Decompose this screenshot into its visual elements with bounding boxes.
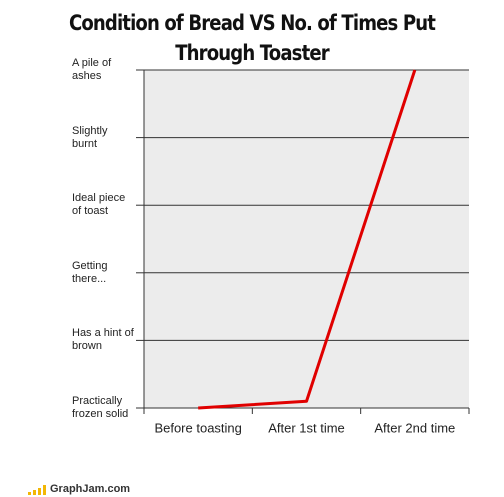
footer: GraphJam.com [50, 483, 131, 495]
x-tick-label: After 1st time [268, 420, 345, 435]
y-tick-label: A pile of ashes [72, 57, 112, 82]
y-tick-label: Has a hint of brown [72, 327, 134, 353]
x-tick-label: Before toasting [154, 420, 241, 435]
y-tick-label: Ideal piece of toast [72, 192, 126, 218]
logo [28, 485, 46, 495]
y-tick-label: Slightly burnt [72, 124, 108, 150]
plot-area [144, 70, 469, 408]
y-tick-label: Getting there... [72, 259, 108, 285]
y-tick-label: Practically frozen solid [72, 395, 129, 420]
line [198, 69, 417, 410]
chart-title: Condition of Bread VS No. of Times Put T… [68, 11, 436, 65]
x-tick-label: After 2nd time [374, 420, 455, 435]
